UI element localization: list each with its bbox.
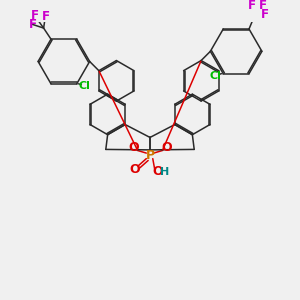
Text: H: H	[160, 167, 170, 177]
Text: O: O	[152, 165, 163, 178]
Text: O: O	[128, 141, 139, 154]
Text: F: F	[261, 8, 269, 21]
Text: F: F	[259, 0, 267, 12]
Text: Cl: Cl	[210, 70, 222, 80]
Text: F: F	[248, 0, 256, 13]
Text: Cl: Cl	[78, 81, 90, 91]
Text: F: F	[28, 18, 37, 31]
Text: O: O	[129, 163, 140, 176]
Text: F: F	[41, 10, 50, 22]
Text: O: O	[161, 141, 172, 154]
Text: P: P	[146, 149, 154, 162]
Text: F: F	[30, 9, 38, 22]
